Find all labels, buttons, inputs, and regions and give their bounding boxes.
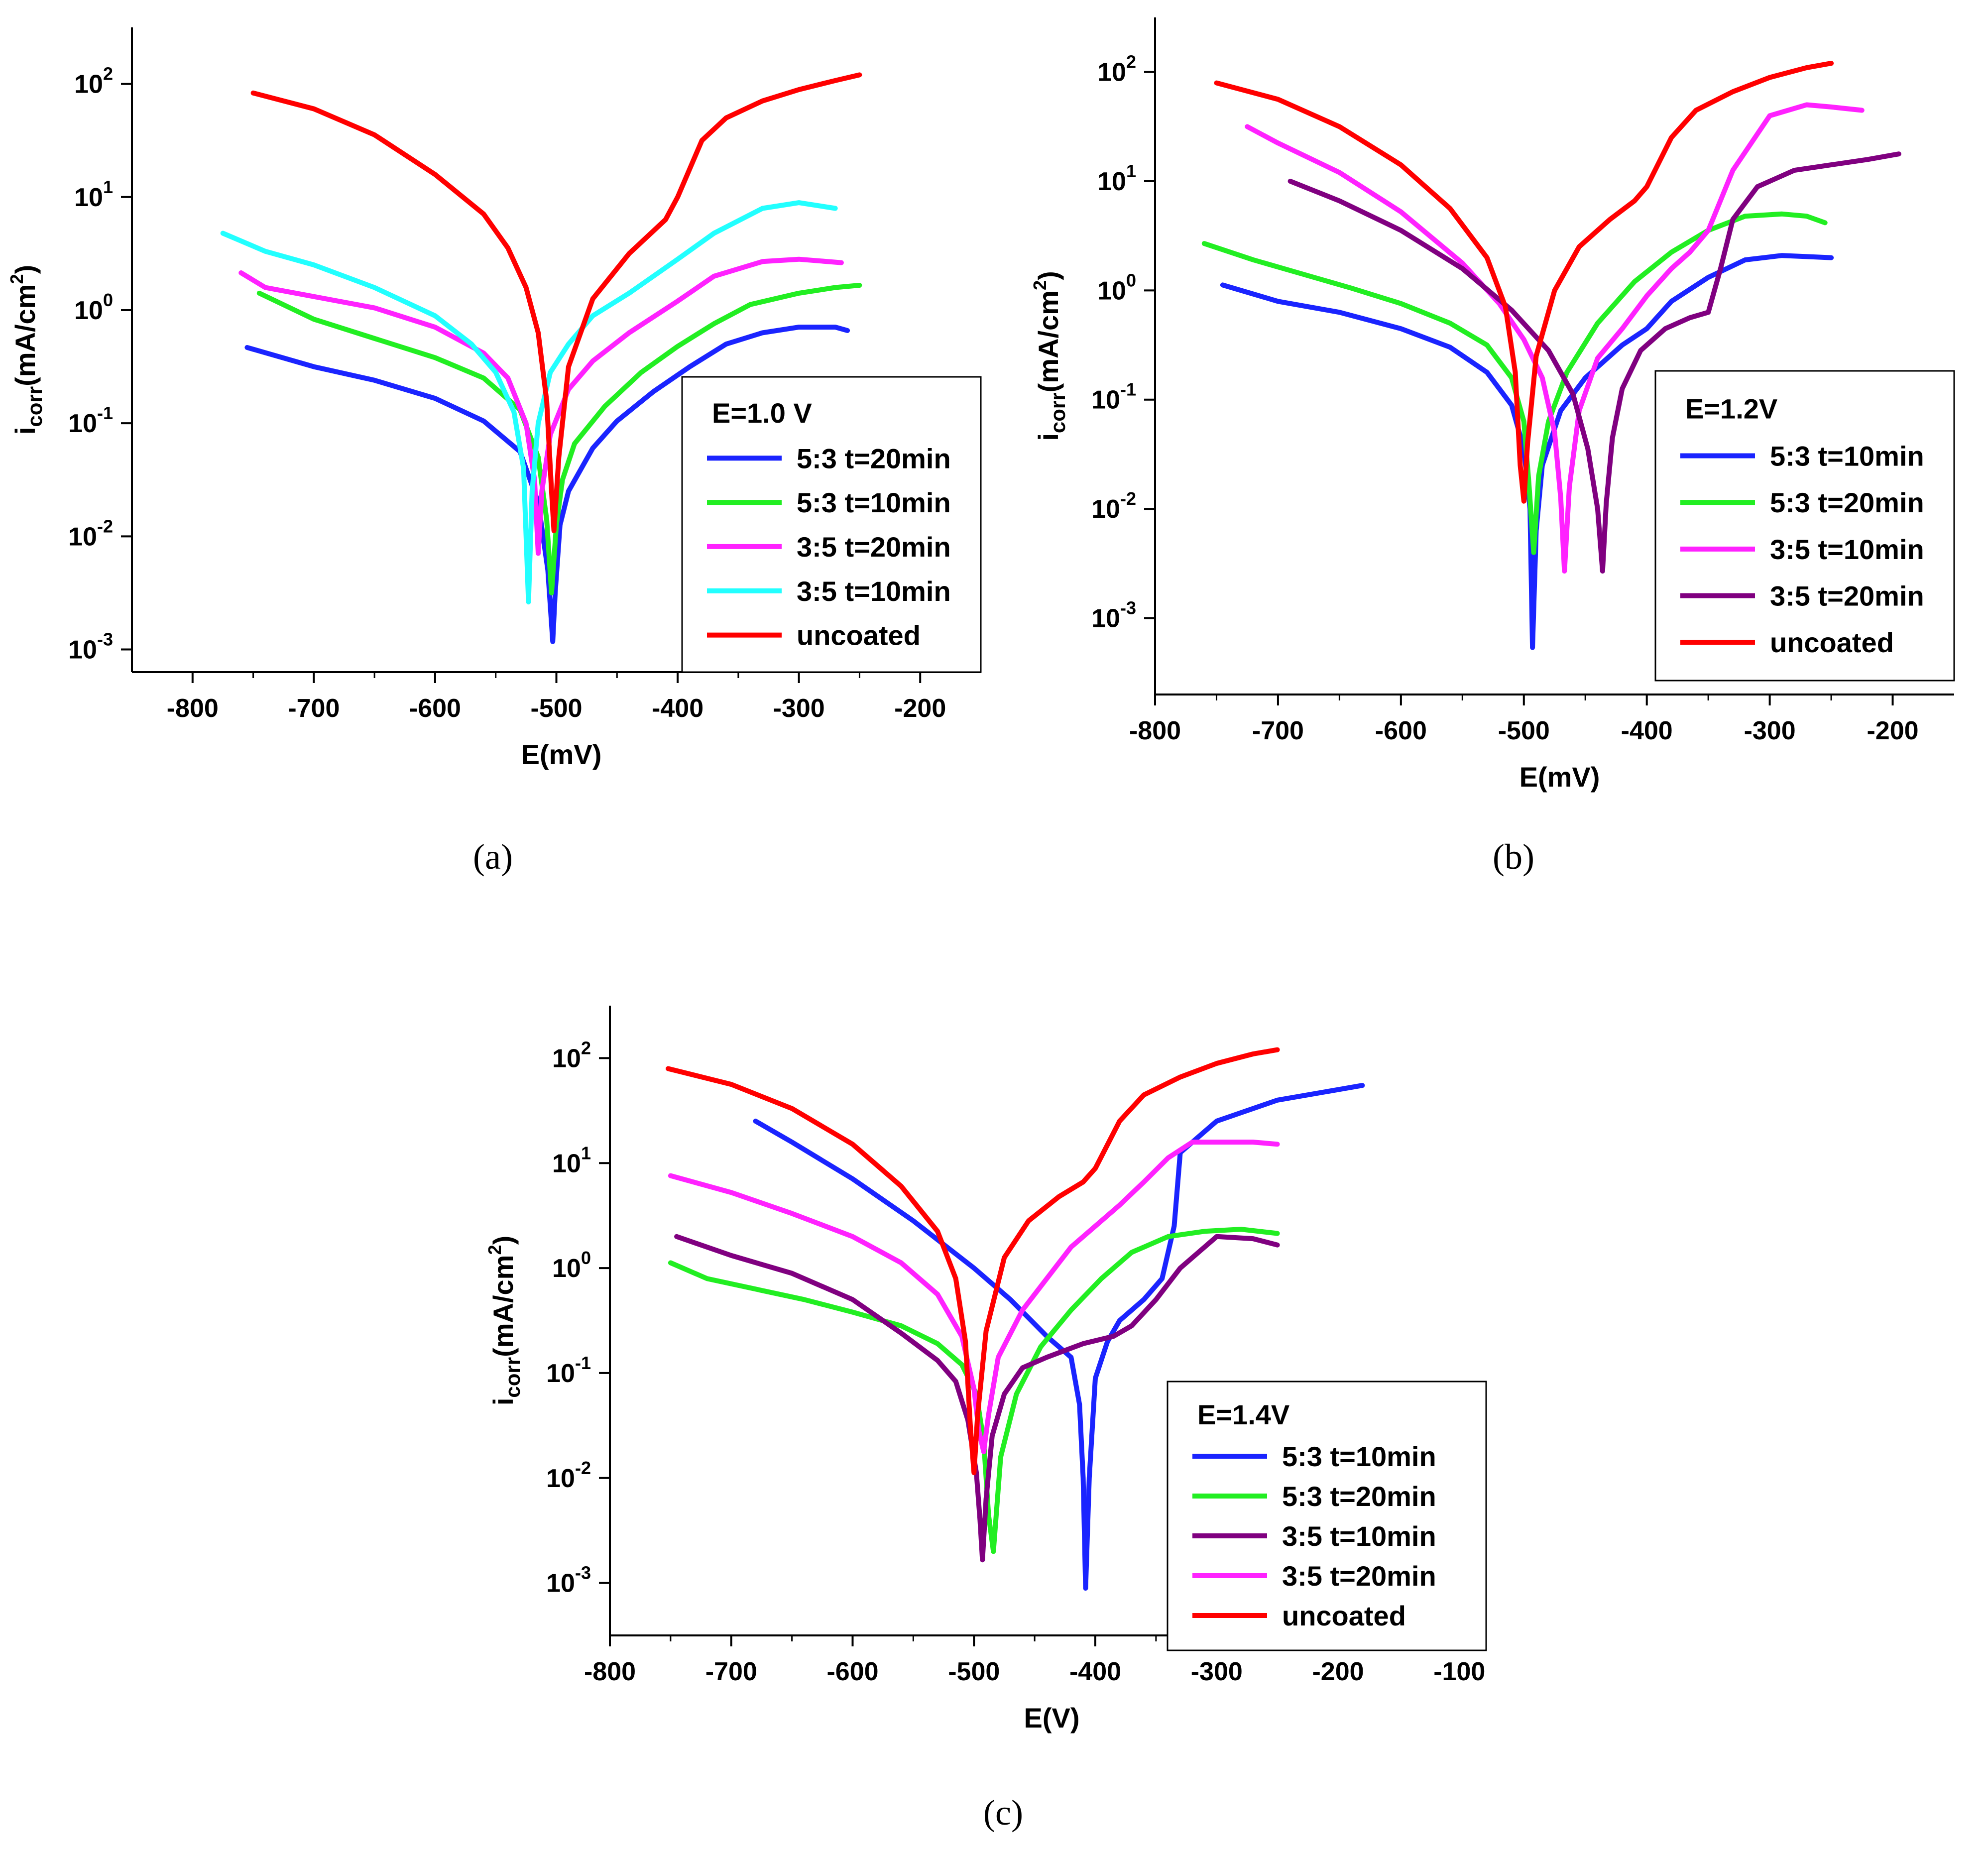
x-axis-title: E(V): [1024, 1702, 1080, 1734]
legend-entry: 3:5 t=20min: [1282, 1560, 1436, 1592]
y-tick-label: 102: [1097, 52, 1136, 87]
panel-c: -800 -700 -600 -500 -400 -300 -200 -100 10-3 10-2…: [484, 1006, 1487, 1833]
legend-entry: 3:5 t=10min: [1770, 534, 1924, 565]
x-tick-label: -500: [1498, 716, 1550, 745]
x-tick-label: -800: [1129, 716, 1181, 745]
x-tick-label: -300: [1744, 716, 1796, 745]
x-tick-label: -300: [773, 694, 825, 723]
x-tick-label: -700: [1252, 716, 1304, 745]
y-tick-label: 10-1: [1091, 379, 1136, 415]
panel-a: -800 -700 -600 -500 -400 -300 -200 10-3 10-2 10-1…: [6, 27, 982, 877]
series-line-1: [244, 325, 850, 644]
y-tick-label: 102: [74, 64, 113, 99]
y-tick-label: 101: [74, 177, 113, 212]
y-tick-label: 10-2: [1091, 488, 1136, 524]
x-tick-label: -400: [652, 694, 703, 723]
legend-title: E=1.2V: [1685, 393, 1777, 425]
x-tick-label: -800: [584, 1657, 636, 1686]
series-line-4: [668, 1140, 1280, 1454]
y-axis-title: icorr(mA/cm2): [1030, 271, 1069, 441]
series-line-2: [668, 1227, 1280, 1554]
x-tick-label: -700: [288, 694, 340, 723]
series-line-5: [250, 72, 862, 533]
x-tick-label: -200: [1312, 1657, 1364, 1686]
y-axis-title: icorr(mA/cm2): [484, 1236, 524, 1405]
legend-entry: 5:3 t=10min: [797, 487, 951, 518]
y-tick-label: 100: [1097, 270, 1136, 305]
legend-entry: 5:3 t=20min: [1770, 487, 1924, 518]
series-line-2: [256, 283, 862, 595]
x-tick-label: -400: [1069, 1657, 1121, 1686]
y-tick-label: 10-3: [68, 629, 113, 665]
x-tick-label: -600: [409, 694, 461, 723]
legend-box: [1167, 1381, 1487, 1651]
legend-entry: uncoated: [1770, 627, 1894, 658]
y-tick-label: 10-2: [546, 1458, 591, 1493]
legend-box: [681, 376, 982, 673]
x-axis-title: E(mV): [521, 739, 602, 770]
legend-entry: 3:5 t=10min: [797, 576, 951, 607]
y-tick-label: 10-1: [68, 403, 113, 438]
legend-title: E=1.4V: [1197, 1399, 1289, 1430]
legend-entry: uncoated: [797, 620, 921, 651]
legend-entry: 3:5 t=10min: [1282, 1520, 1436, 1552]
panel-caption: (c): [983, 1793, 1023, 1833]
series-line-4: [220, 200, 838, 605]
x-tick-label: -100: [1433, 1657, 1485, 1686]
series-line-2: [1201, 211, 1828, 555]
panel-caption: (b): [1493, 837, 1534, 877]
x-axis-title: E(mV): [1520, 761, 1600, 793]
y-tick-label: 102: [552, 1038, 591, 1073]
series-line-3: [1245, 102, 1865, 574]
legend-entry: 3:5 t=20min: [797, 531, 951, 563]
y-tick-label: 101: [552, 1143, 591, 1178]
y-tick-label: 10-2: [68, 516, 113, 551]
y-tick-label: 100: [74, 290, 113, 325]
x-tick-label: -600: [826, 1657, 878, 1686]
legend-box: [1654, 370, 1955, 682]
series-line-5: [666, 1047, 1280, 1476]
legend-entry: 5:3 t=10min: [1770, 441, 1924, 472]
x-tick-label: -700: [705, 1657, 757, 1686]
y-tick-label: 10-1: [546, 1353, 591, 1388]
x-tick-label: -300: [1191, 1657, 1243, 1686]
y-tick-label: 101: [1097, 161, 1136, 196]
legend-entry: uncoated: [1282, 1600, 1406, 1631]
y-tick-label: 100: [552, 1248, 591, 1283]
x-tick-label: -400: [1621, 716, 1673, 745]
x-tick-label: -200: [1867, 716, 1918, 745]
legend-entry: 3:5 t=20min: [1770, 580, 1924, 612]
x-tick-label: -500: [530, 694, 582, 723]
y-tick-label: 10-3: [1091, 597, 1136, 633]
legend-entry: 5:3 t=10min: [1282, 1441, 1436, 1472]
panel-b: -800 -700 -600 -500 -400 -300 -200 10-3 10-2 10-1…: [1030, 17, 1955, 877]
legend-entry: 5:3 t=20min: [797, 443, 951, 474]
x-tick-label: -200: [894, 694, 946, 723]
x-tick-label: -500: [948, 1657, 1000, 1686]
y-tick-label: 10-3: [546, 1563, 591, 1598]
series-line-3: [238, 256, 844, 556]
panel-caption: (a): [473, 837, 513, 877]
series-line-5: [1214, 61, 1834, 504]
x-tick-label: -800: [167, 694, 219, 723]
legend-entry: 5:3 t=20min: [1282, 1481, 1436, 1512]
series-line-3: [674, 1234, 1280, 1563]
legend-title: E=1.0 V: [712, 397, 812, 429]
x-tick-label: -600: [1375, 716, 1427, 745]
y-axis-title: icorr(mA/cm2): [6, 265, 46, 435]
